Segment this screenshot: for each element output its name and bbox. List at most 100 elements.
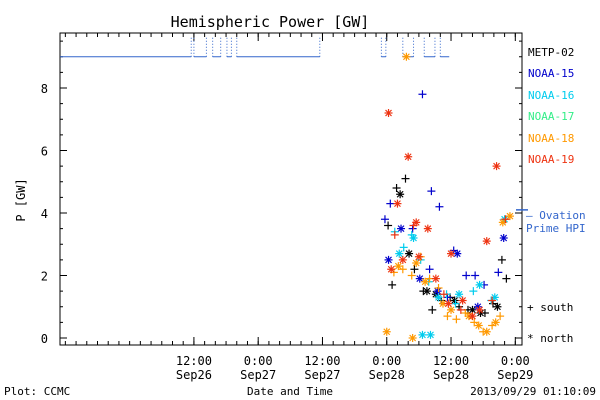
north-point-noaa-16 xyxy=(475,280,484,289)
legend: METP-02 NOAA-15 NOAA-16 NOAA-17 NOAA-18 … xyxy=(528,46,574,166)
south-point-noaa-16 xyxy=(399,243,408,252)
south-point-noaa-18 xyxy=(452,315,461,324)
south-point-metp-02 xyxy=(388,280,397,289)
satellite-coverage-line xyxy=(60,37,450,58)
south-point-noaa-16 xyxy=(451,299,460,308)
north-point-noaa-19 xyxy=(398,255,407,264)
legend-entry-noaa-17: NOAA-17 xyxy=(528,110,574,123)
x-tick-label-time: 0:00 xyxy=(501,354,530,368)
y-tick-label: 2 xyxy=(41,270,48,284)
south-point-metp-02 xyxy=(502,274,511,283)
south-point-noaa-15 xyxy=(425,265,434,274)
south-point-noaa-19 xyxy=(390,230,399,239)
north-point-noaa-19 xyxy=(458,296,467,305)
north-point-noaa-19 xyxy=(492,162,501,171)
north-point-noaa-18 xyxy=(447,305,456,314)
north-point-noaa-19 xyxy=(387,265,396,274)
y-tick-label: 8 xyxy=(41,82,48,96)
south-point-metp-02 xyxy=(497,255,506,264)
south-point-noaa-18 xyxy=(398,265,407,274)
x-tick-label-time: 0:00 xyxy=(372,354,401,368)
north-point-noaa-18 xyxy=(394,262,403,271)
south-point-noaa-18 xyxy=(496,312,505,321)
x-tick-label-date: Sep29 xyxy=(497,368,533,382)
x-tick-label-time: 0:00 xyxy=(244,354,273,368)
x-tick-label-time: 12:00 xyxy=(304,354,340,368)
south-point-noaa-19 xyxy=(409,221,418,230)
north-point-noaa-18 xyxy=(491,318,500,327)
north-point-noaa-16 xyxy=(426,330,435,339)
north-point-noaa-18 xyxy=(408,334,417,342)
chart-title: Hemispheric Power [GW] xyxy=(171,13,370,31)
south-point-metp-02 xyxy=(428,305,437,314)
x-tick-label-date: Sep26 xyxy=(176,368,212,382)
south-point-noaa-19 xyxy=(501,215,510,224)
y-tick-label: 6 xyxy=(41,145,48,159)
ovation-label-line2: Prime HPI xyxy=(526,222,586,235)
marker-legend-north: * north xyxy=(527,332,573,345)
x-tick-label-date: Sep27 xyxy=(240,368,276,382)
north-point-noaa-18 xyxy=(482,327,491,336)
south-point-noaa-19 xyxy=(488,296,497,305)
north-point-noaa-16 xyxy=(434,293,443,302)
footer-timestamp: 2013/09/29 01:10:09 xyxy=(470,385,596,398)
north-point-metp-02 xyxy=(405,249,414,258)
north-point-noaa-18 xyxy=(382,327,391,336)
y-axis: 0 2 4 6 8 xyxy=(41,40,522,346)
south-point-noaa-18 xyxy=(434,284,443,292)
north-point-metp-02 xyxy=(422,287,431,296)
south-point-noaa-19 xyxy=(439,290,448,299)
x-axis: 12:00Sep260:00Sep2712:00Sep270:00Sep2812… xyxy=(64,33,533,382)
north-point-noaa-19 xyxy=(384,109,393,117)
north-point-noaa-15 xyxy=(397,224,406,233)
south-point-noaa-15 xyxy=(386,199,395,208)
x-tick-label-date: Sep28 xyxy=(433,368,469,382)
south-point-noaa-15 xyxy=(380,215,389,224)
x-tick-label-time: 12:00 xyxy=(433,354,469,368)
north-point-noaa-19 xyxy=(475,305,484,314)
north-point-metp-02 xyxy=(396,190,405,199)
footer-plot-source: Plot: CCMC xyxy=(4,385,70,398)
north-point-noaa-18 xyxy=(412,259,421,267)
x-tick-label-date: Sep28 xyxy=(369,368,405,382)
north-point-noaa-16 xyxy=(418,330,427,339)
north-point-noaa-18 xyxy=(505,212,514,221)
ovation-label-line1: — Ovation xyxy=(526,209,586,222)
marker-legend-south: + south xyxy=(527,301,573,314)
plot-frame xyxy=(59,32,523,346)
y-tick-label: 0 xyxy=(41,332,48,346)
legend-entry-noaa-15: NOAA-15 xyxy=(528,67,574,80)
south-point-metp-02 xyxy=(401,174,410,183)
north-point-noaa-16 xyxy=(455,290,464,299)
north-point-noaa-18 xyxy=(402,52,411,61)
x-tick-label-time: 12:00 xyxy=(176,354,212,368)
north-point-noaa-19 xyxy=(482,237,491,246)
north-point-noaa-19 xyxy=(414,252,423,261)
south-point-noaa-19 xyxy=(456,305,465,314)
y-tick-label: 4 xyxy=(41,207,48,221)
data-points xyxy=(380,52,514,342)
north-point-metp-02 xyxy=(493,302,502,311)
south-point-noaa-15 xyxy=(418,90,427,99)
x-axis-label: Date and Time xyxy=(247,385,333,398)
north-point-noaa-19 xyxy=(404,152,413,161)
y-axis-label: P [GW] xyxy=(14,178,28,221)
south-point-noaa-18 xyxy=(407,271,416,280)
south-point-noaa-18 xyxy=(443,312,452,321)
north-point-noaa-19 xyxy=(468,312,477,321)
north-point-noaa-15 xyxy=(384,255,393,264)
legend-entry-noaa-16: NOAA-16 xyxy=(528,89,574,102)
north-point-noaa-18 xyxy=(438,299,447,308)
north-point-noaa-16 xyxy=(395,249,404,258)
north-point-noaa-15 xyxy=(499,234,508,242)
south-point-noaa-16 xyxy=(469,287,478,296)
north-point-noaa-19 xyxy=(444,299,453,308)
south-point-metp-02 xyxy=(410,265,419,274)
south-point-noaa-15 xyxy=(494,268,503,277)
legend-entry-noaa-18: NOAA-18 xyxy=(528,132,574,145)
south-point-metp-02 xyxy=(384,221,393,230)
south-point-metp-02 xyxy=(392,184,401,192)
north-point-noaa-16 xyxy=(409,234,418,242)
legend-entry-metp-02: METP-02 xyxy=(528,46,574,59)
legend-entry-noaa-19: NOAA-19 xyxy=(528,153,574,166)
